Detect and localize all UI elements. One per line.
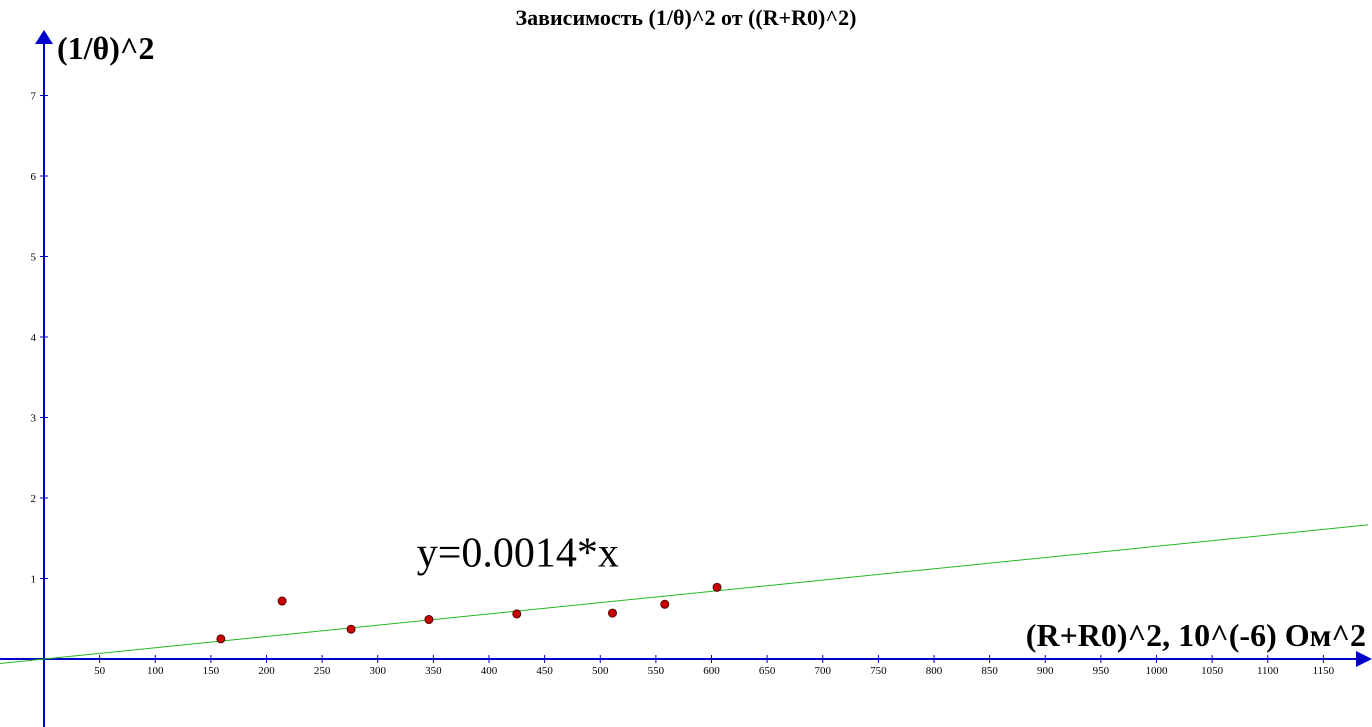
- x-tick-label: 500: [592, 665, 609, 677]
- data-point: [607, 608, 617, 618]
- x-tick-label: 1000: [1146, 665, 1169, 677]
- x-tick-label: 800: [926, 665, 943, 677]
- x-tick-label: 900: [1037, 665, 1054, 677]
- axes: [0, 30, 1372, 727]
- y-axis-arrow: [35, 30, 53, 44]
- x-tick-label: 350: [425, 665, 442, 677]
- data-point: [277, 596, 287, 606]
- y-tick-label: 7: [31, 91, 37, 103]
- x-tick-label: 150: [203, 665, 220, 677]
- equation-annotation: y=0.0014*x: [417, 530, 619, 576]
- x-tick-label: 950: [1093, 665, 1110, 677]
- x-tick-label: 400: [481, 665, 498, 677]
- x-tick-label: 1150: [1313, 665, 1335, 677]
- data-point: [216, 634, 226, 644]
- x-axis-arrow: [1356, 651, 1372, 667]
- data-point: [424, 615, 434, 625]
- y-tick-label: 2: [31, 493, 37, 505]
- x-tick-label: 50: [94, 665, 106, 677]
- y-tick-label: 6: [31, 171, 37, 183]
- data-point: [712, 582, 722, 592]
- y-tick-label: 5: [31, 252, 37, 264]
- y-tick-label: 4: [31, 332, 37, 344]
- x-tick-label: 200: [258, 665, 275, 677]
- y-tick-label: 1: [31, 574, 37, 586]
- data-point: [512, 609, 522, 619]
- x-tick-label: 600: [703, 665, 720, 677]
- x-tick-label: 300: [370, 665, 387, 677]
- ticks: 50 100 150 200 250 300 350 400 450 500 550 600 650 70…: [31, 91, 1335, 678]
- y-axis-label: (1/θ)^2: [57, 30, 155, 66]
- x-tick-label: 550: [648, 665, 665, 677]
- x-tick-label: 750: [870, 665, 887, 677]
- x-tick-label: 450: [536, 665, 553, 677]
- x-tick-label: 650: [759, 665, 776, 677]
- x-tick-label: 250: [314, 665, 331, 677]
- data-point: [346, 624, 356, 634]
- x-tick-label: 700: [815, 665, 832, 677]
- data-point: [660, 599, 670, 609]
- x-tick-label: 850: [981, 665, 998, 677]
- x-tick-label: 100: [147, 665, 164, 677]
- x-axis-label: (R+R0)^2, 10^(-6) Ом^2: [1026, 617, 1366, 653]
- fit-line: [0, 524, 1368, 664]
- chart-title: Зависимость (1/θ)^2 от ((R+R0)^2): [516, 5, 857, 30]
- y-tick-label: 3: [31, 413, 37, 425]
- x-tick-label: 1050: [1201, 665, 1224, 677]
- x-tick-label: 1100: [1257, 665, 1279, 677]
- series: [0, 524, 1368, 664]
